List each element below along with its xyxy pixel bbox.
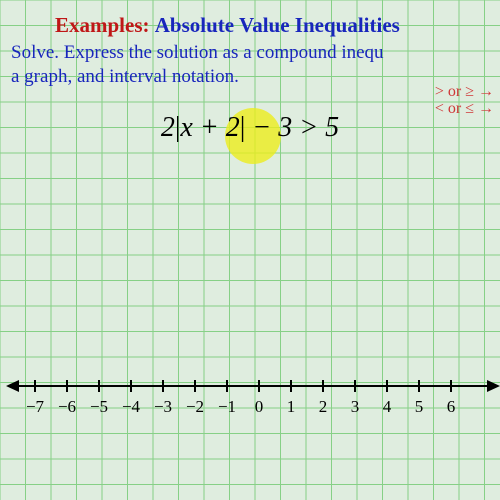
topic-label: Absolute Value Inequalities — [155, 13, 400, 37]
examples-label: Examples: — [55, 13, 150, 37]
instructions-line1: Solve. Express the solution as a compoun… — [11, 41, 384, 65]
svg-text:2: 2 — [319, 397, 328, 416]
instructions-line2: a graph, and interval notation. — [11, 65, 384, 89]
svg-text:−1: −1 — [218, 397, 236, 416]
page-title: Examples: Absolute Value Inequalities — [55, 13, 400, 38]
equation-text: 2|x + 2| − 3 > 5 — [161, 112, 339, 143]
svg-text:−2: −2 — [186, 397, 204, 416]
svg-text:−3: −3 — [154, 397, 172, 416]
svg-text:−5: −5 — [90, 397, 108, 416]
svg-text:1: 1 — [287, 397, 296, 416]
svg-text:0: 0 — [255, 397, 264, 416]
svg-text:6: 6 — [447, 397, 456, 416]
svg-text:3: 3 — [351, 397, 360, 416]
instructions: Solve. Express the solution as a compoun… — [11, 41, 384, 89]
equation: 2|x + 2| − 3 > 5 — [0, 112, 500, 144]
svg-text:−6: −6 — [58, 397, 76, 416]
svg-text:4: 4 — [383, 397, 392, 416]
number-line: −7 −6 −5 −4 −3 −2 −1 0 1 2 3 4 5 6 — [0, 371, 500, 431]
svg-text:−4: −4 — [122, 397, 141, 416]
hint-greater: > or ≥ → — [435, 83, 494, 100]
svg-text:−7: −7 — [26, 397, 45, 416]
svg-text:5: 5 — [415, 397, 424, 416]
